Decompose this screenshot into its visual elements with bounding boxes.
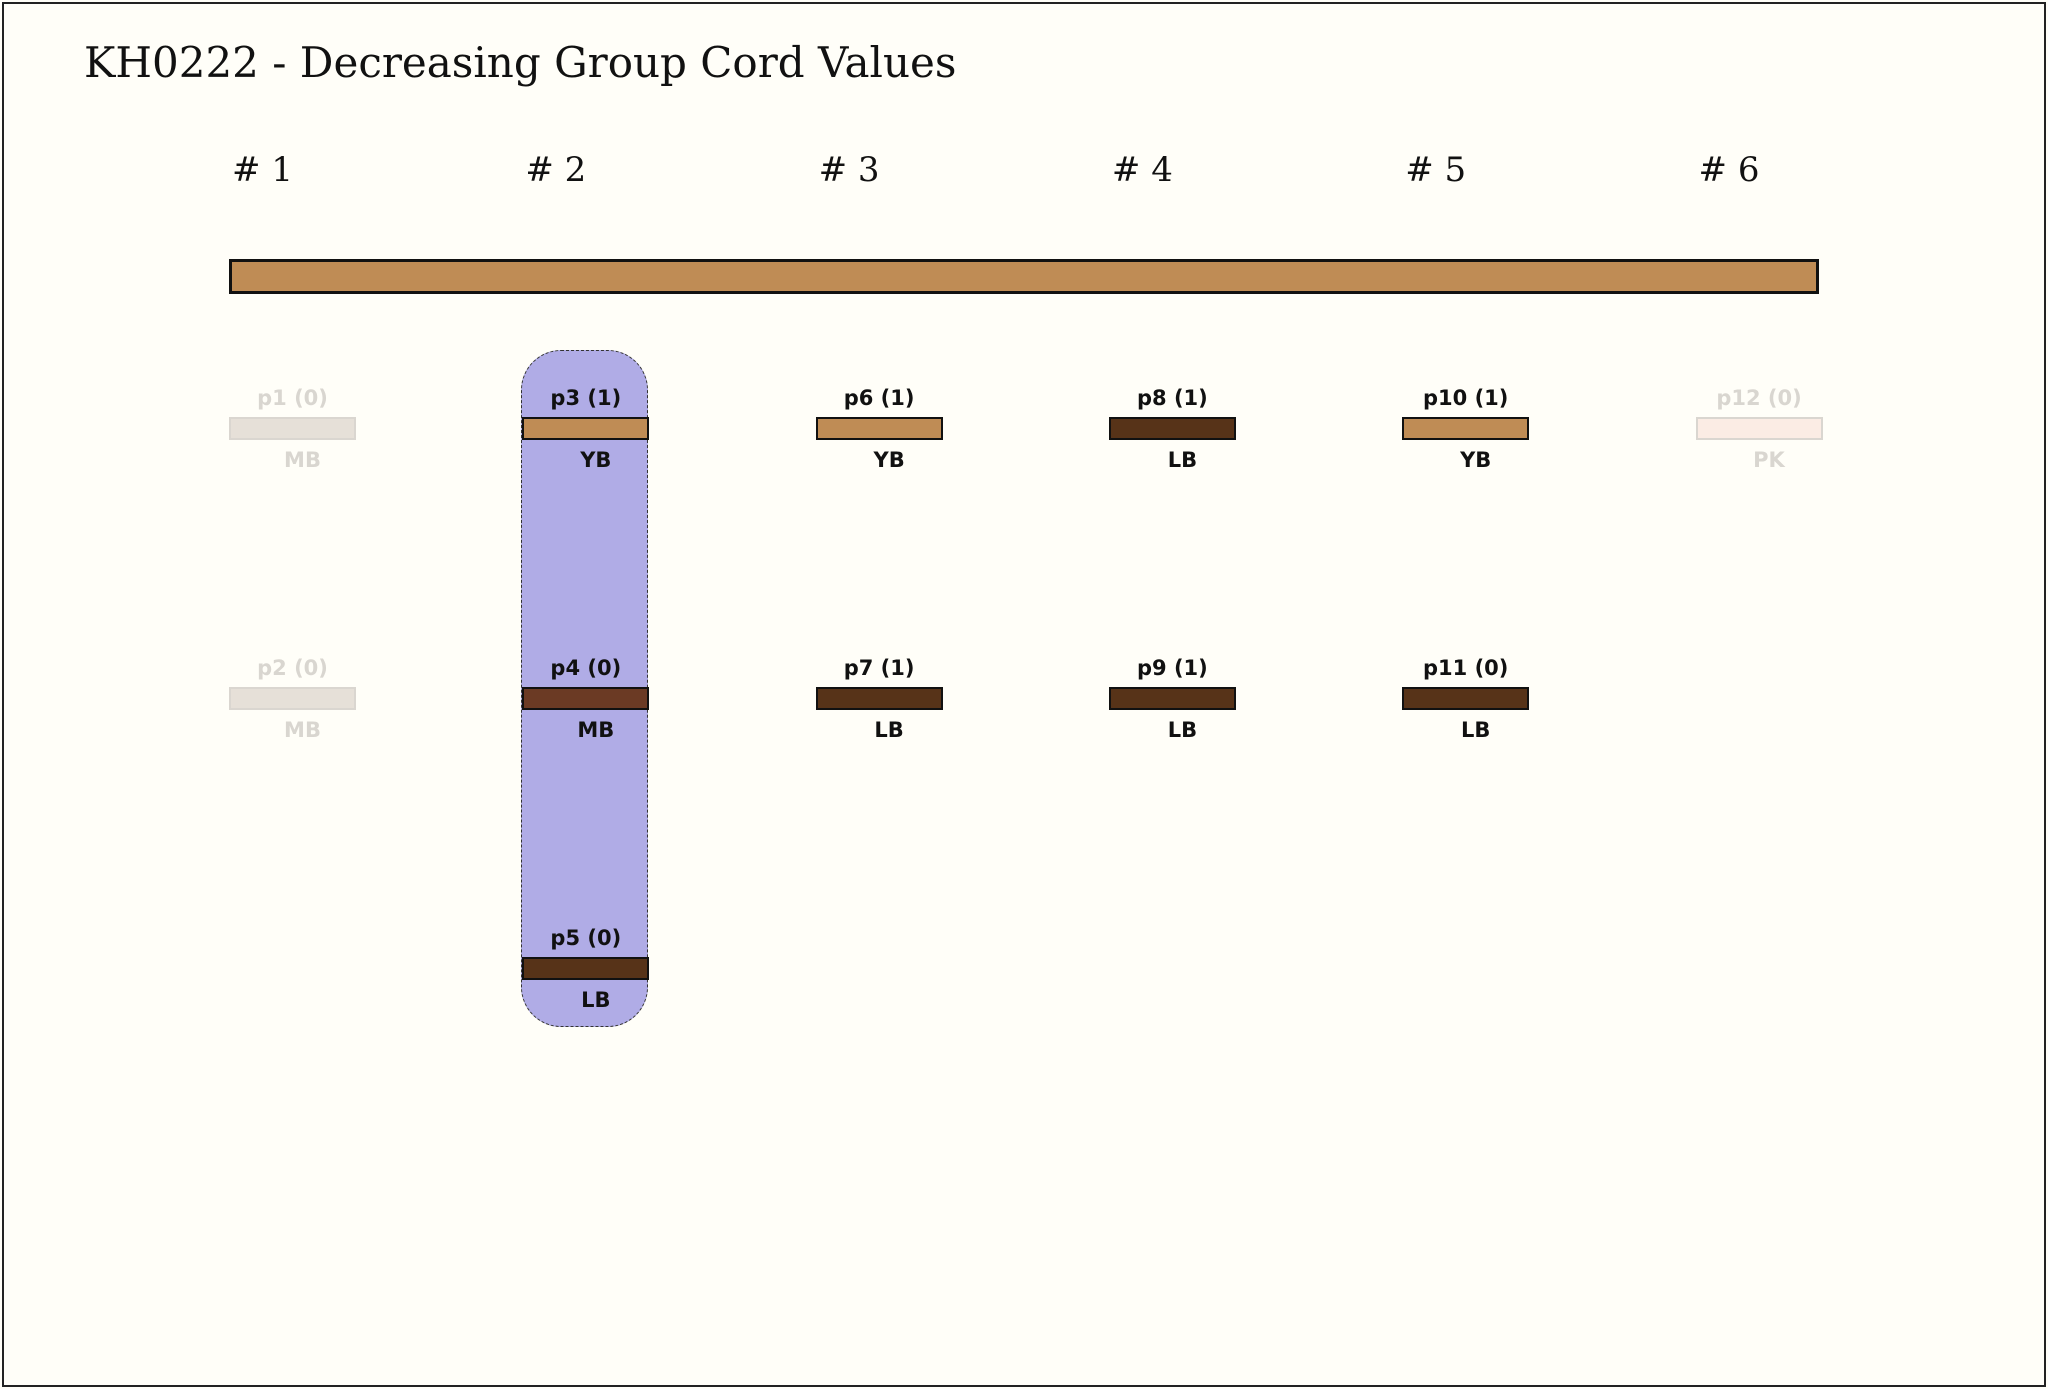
pendant-color-code: LB bbox=[1460, 718, 1491, 742]
pendant-label: p6 (1) bbox=[843, 386, 915, 410]
pendant-cord bbox=[229, 417, 356, 440]
group-label: # 4 bbox=[1111, 150, 1173, 190]
pendant-cord bbox=[522, 957, 650, 980]
pendant-cord bbox=[815, 687, 943, 710]
pendant-cord bbox=[815, 417, 943, 440]
pendant-cord bbox=[1108, 687, 1236, 710]
pendant-cord bbox=[229, 687, 356, 710]
pendant-cord bbox=[1402, 687, 1530, 710]
pendant-label: p10 (1) bbox=[1423, 386, 1509, 410]
pendant-color-code: MB bbox=[577, 718, 615, 742]
pendant-label: p3 (1) bbox=[550, 386, 622, 410]
pendant-label: p12 (0) bbox=[1716, 386, 1802, 410]
pendant-label: p2 (0) bbox=[257, 656, 328, 680]
pendant-label: p7 (1) bbox=[843, 656, 915, 680]
pendant-color-code: LB bbox=[1167, 718, 1198, 742]
group-label: # 2 bbox=[525, 150, 587, 190]
group-label: # 5 bbox=[1405, 150, 1467, 190]
main-cord bbox=[229, 259, 1819, 294]
pendant-cord bbox=[1108, 417, 1236, 440]
group-label: # 1 bbox=[232, 150, 293, 190]
pendant-color-code: YB bbox=[580, 448, 612, 472]
pendant-label: p11 (0) bbox=[1423, 656, 1509, 680]
pendant-cord bbox=[1695, 417, 1823, 440]
pendant-cord bbox=[522, 417, 650, 440]
pendant-label: p8 (1) bbox=[1137, 386, 1208, 410]
pendant-label: p1 (0) bbox=[257, 386, 328, 410]
group-label: # 6 bbox=[1698, 150, 1760, 190]
pendant-label: p5 (0) bbox=[550, 926, 622, 950]
pendant-color-code: LB bbox=[581, 988, 611, 1012]
pendant-color-code: LB bbox=[1167, 448, 1198, 472]
group-label: # 3 bbox=[818, 150, 880, 190]
pendant-cord bbox=[522, 687, 650, 710]
pendant-color-code: PK bbox=[1753, 448, 1785, 472]
pendant-color-code: LB bbox=[874, 718, 904, 742]
pendant-color-code: MB bbox=[284, 718, 321, 742]
pendant-color-code: YB bbox=[873, 448, 905, 472]
pendant-color-code: YB bbox=[1460, 448, 1492, 472]
pendant-cord bbox=[1402, 417, 1530, 440]
page-title: KH0222 - Decreasing Group Cord Values bbox=[84, 38, 957, 87]
pendant-color-code: MB bbox=[284, 448, 321, 472]
pendant-label: p4 (0) bbox=[550, 656, 622, 680]
pendant-label: p9 (1) bbox=[1137, 656, 1208, 680]
